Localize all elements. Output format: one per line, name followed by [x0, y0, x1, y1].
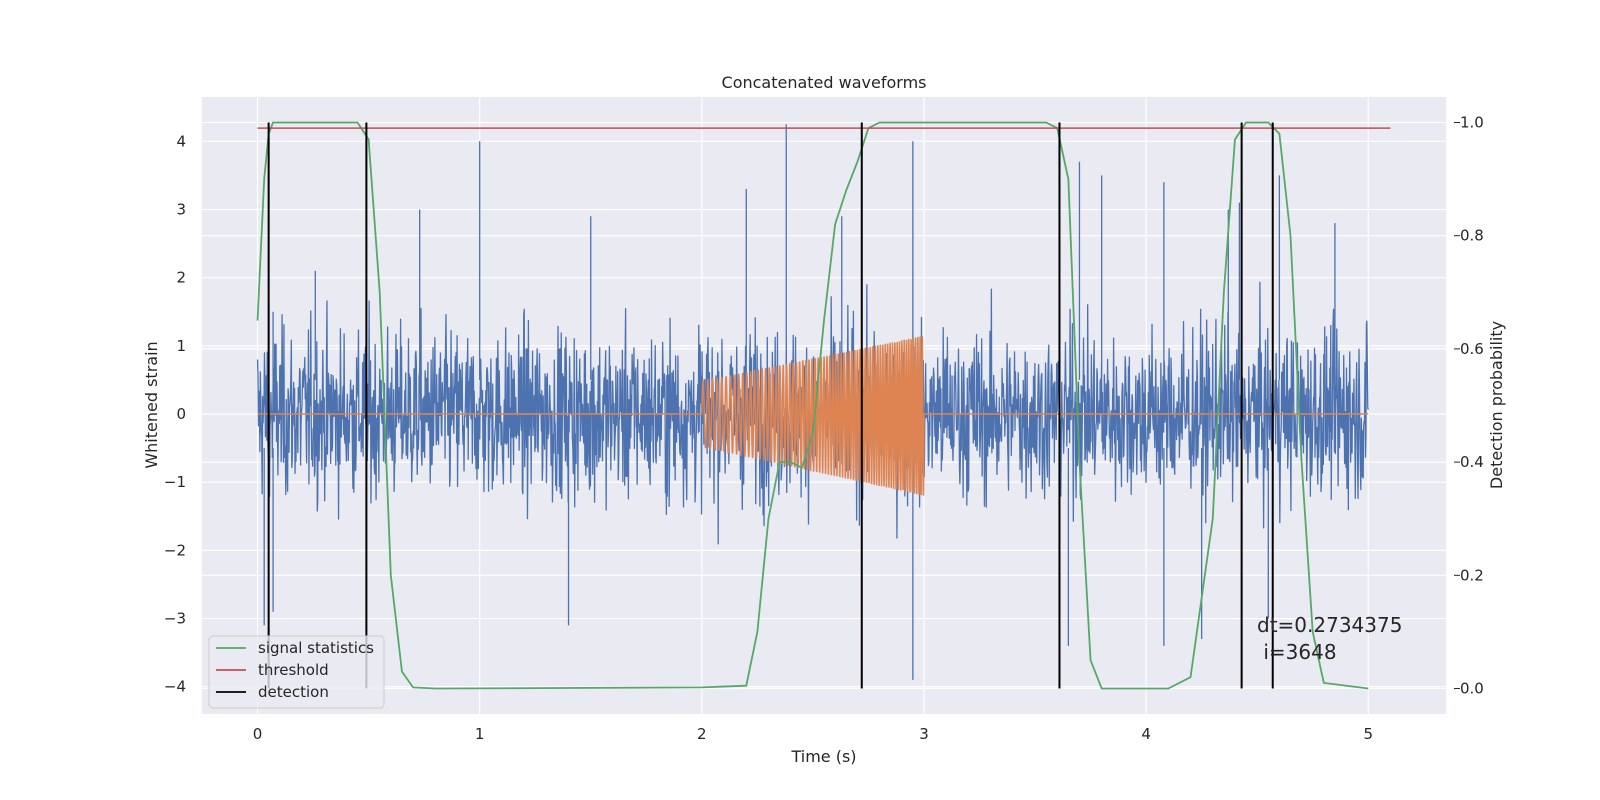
x-tick-label: 5	[1363, 725, 1373, 743]
x-tick-label: 4	[1141, 725, 1151, 743]
y-tick-label-left: −2	[164, 541, 186, 559]
chirp-series	[257, 335, 1369, 496]
y-tick-label-right: 0.4	[1460, 453, 1484, 471]
y-tick-label-right: 1.0	[1460, 113, 1484, 131]
y-tick-label-left: −1	[164, 473, 186, 491]
y-tick-label-left: 4	[176, 132, 186, 150]
y-axis-label-right: Detection probability	[1487, 321, 1506, 489]
annotation-i: i=3648	[1257, 640, 1337, 664]
y-tick-label-right: 0.0	[1460, 680, 1484, 698]
y-tick-label-left: 3	[176, 200, 186, 218]
y-tick-label-left: 2	[176, 269, 186, 287]
plot-series	[256, 121, 1391, 690]
legend-label-threshold: threshold	[258, 661, 329, 679]
x-tick-label: 0	[253, 725, 263, 743]
y-tick-label-left: −4	[164, 678, 186, 696]
signal-statistics-line	[256, 121, 1369, 690]
x-tick-label: 2	[697, 725, 707, 743]
y-axis-label-left: Whitened strain	[142, 341, 161, 468]
y-tick-label-left: 1	[176, 337, 186, 355]
y-tick-label-right: 0.8	[1460, 227, 1484, 245]
annotation-dt: dt=0.2734375	[1257, 613, 1402, 637]
annotation: dt=0.2734375 i=3648	[1257, 613, 1402, 664]
x-tick-label: 3	[919, 725, 929, 743]
legend-box	[208, 635, 385, 709]
tick-labels: 0 1 2 3 4 5 −4 −3 −2 −1 0 1 2 3 4 0.0 0.2 0.4 0.6 0.8 1.0	[164, 113, 1484, 743]
x-tick-label: 1	[475, 725, 485, 743]
y-tick-label-left: −3	[164, 610, 186, 628]
legend-label-detection: detection	[258, 683, 329, 701]
y-tick-label-right: 0.2	[1460, 566, 1484, 584]
legend: signal statistics threshold detection	[208, 635, 385, 709]
y-tick-label-right: 0.6	[1460, 340, 1484, 358]
legend-label-signal: signal statistics	[258, 639, 374, 657]
x-axis-label: Time (s)	[790, 747, 856, 766]
chart-title: Concatenated waveforms	[722, 73, 927, 92]
y-tick-label-left: 0	[176, 405, 186, 423]
